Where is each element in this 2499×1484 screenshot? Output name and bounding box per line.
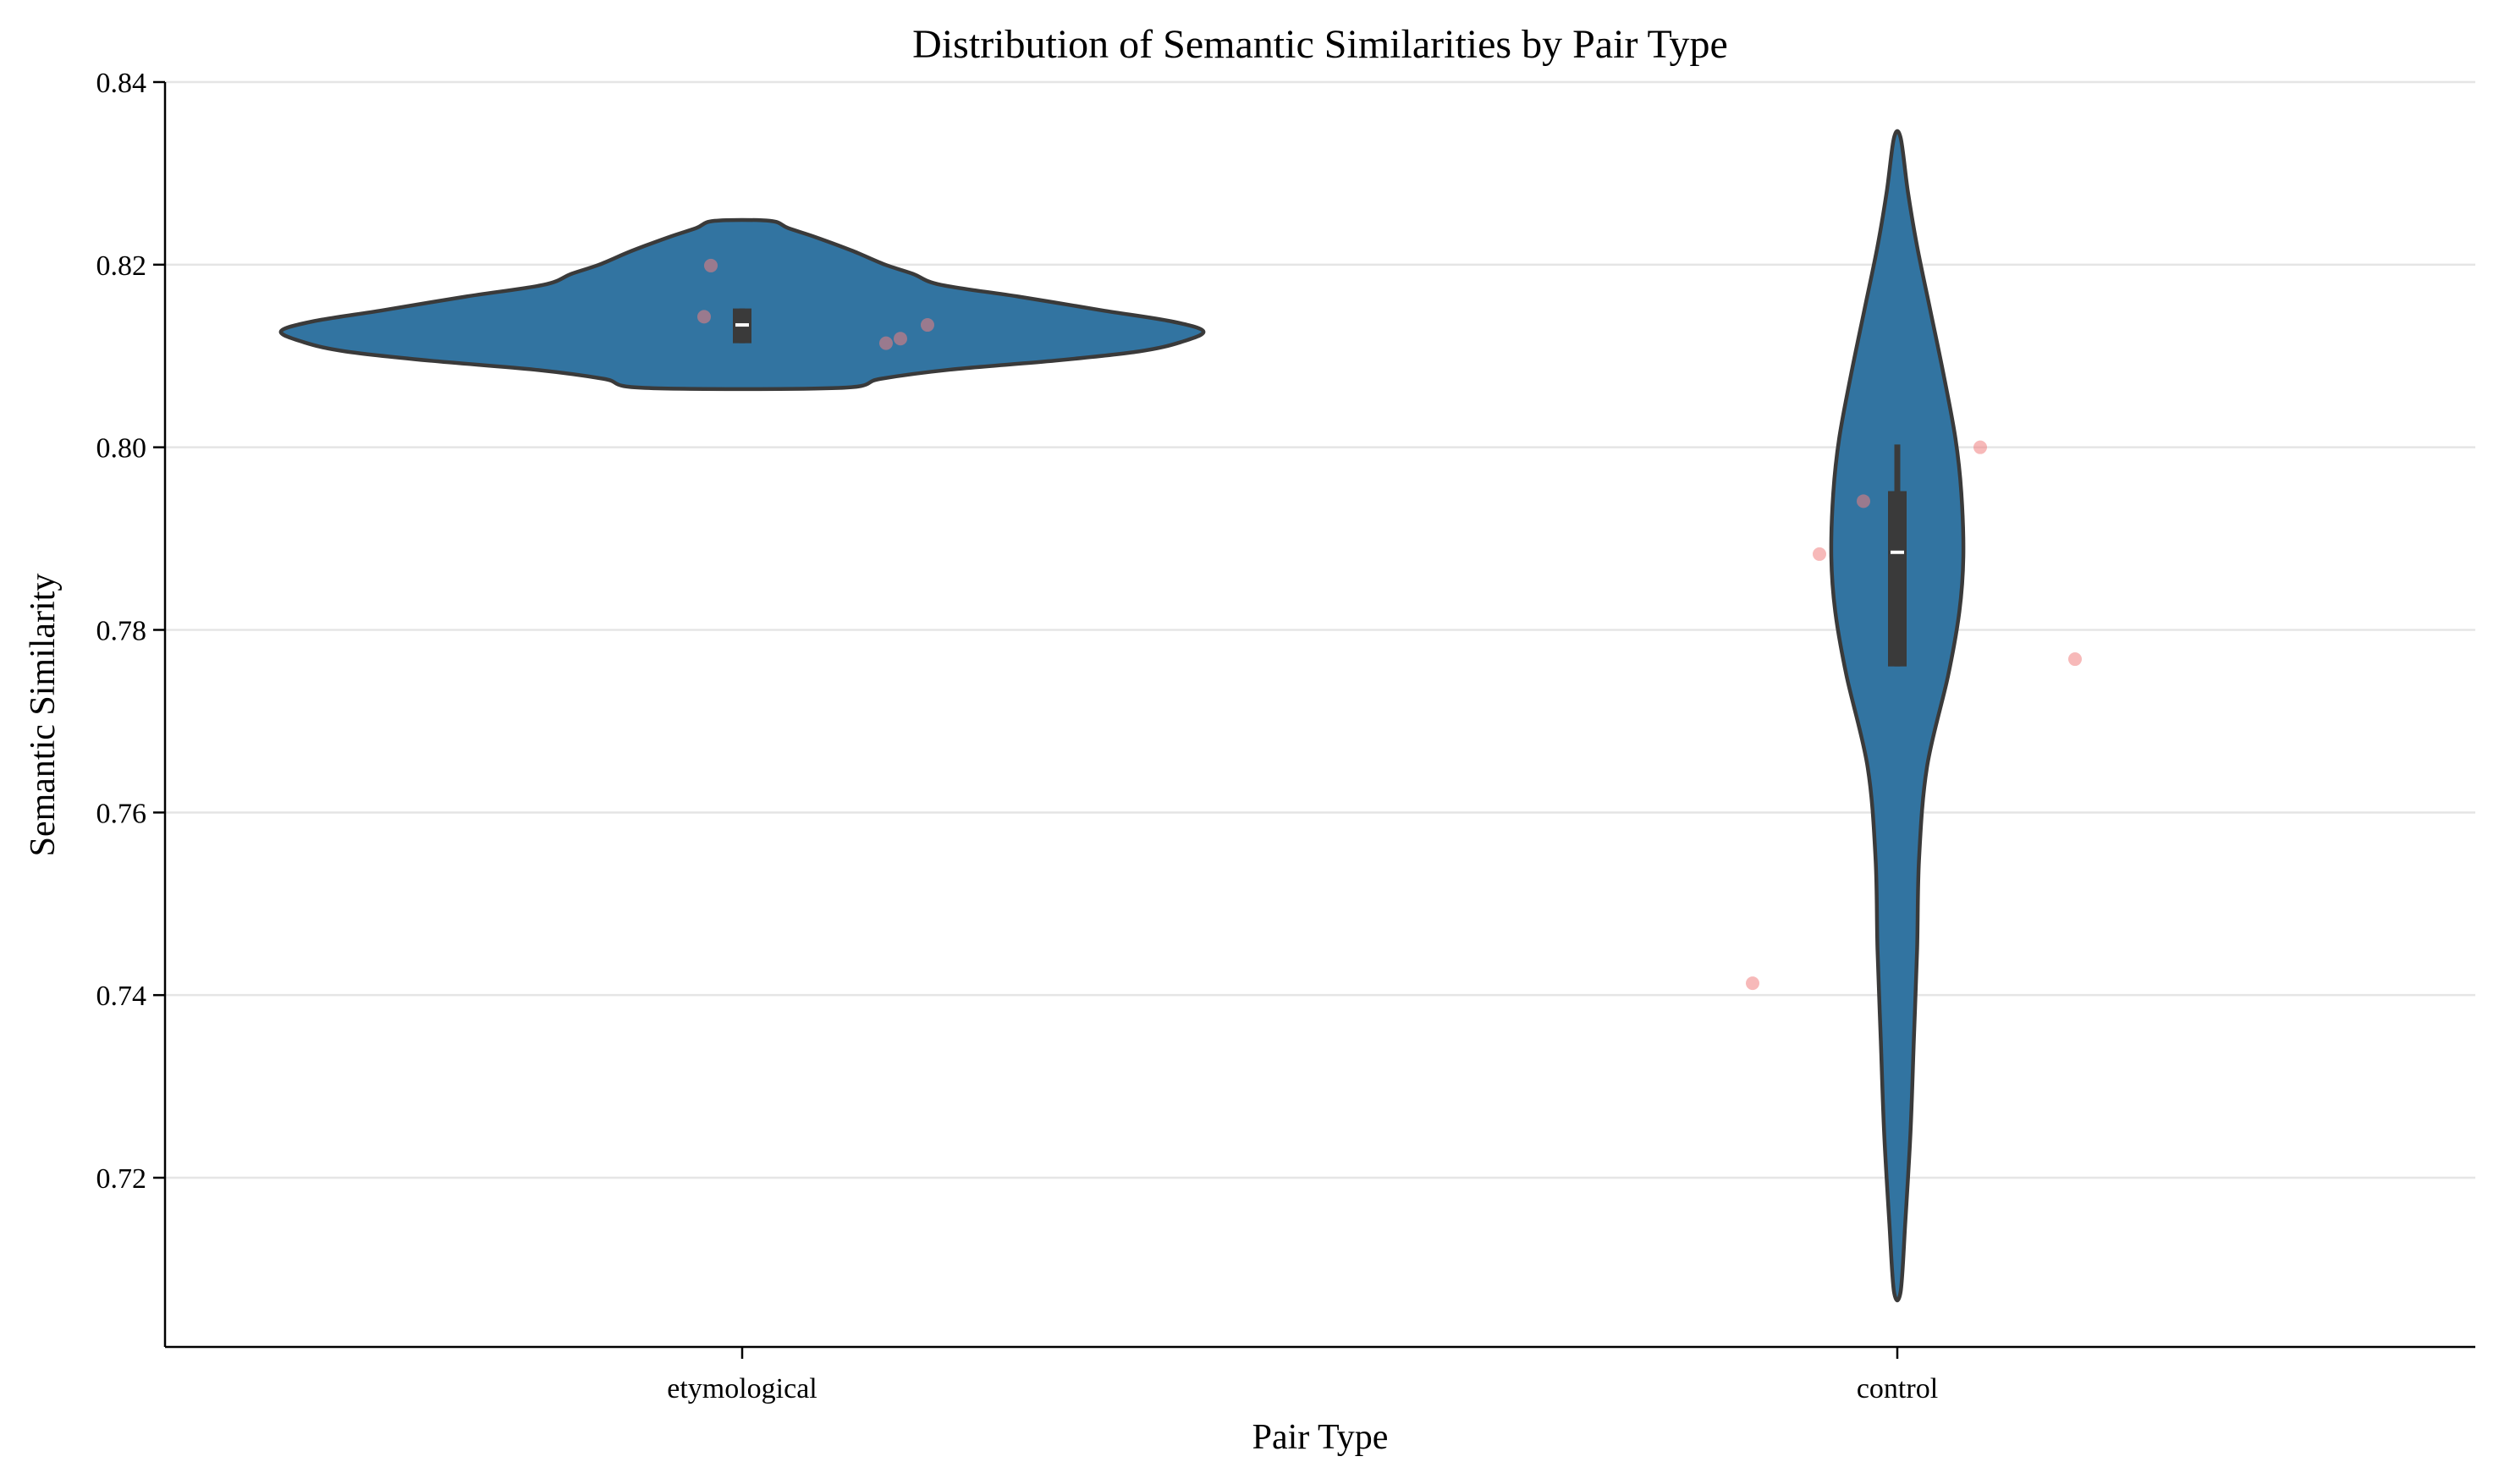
point-etymological-2 <box>879 336 893 350</box>
y-tick-label-0.76: 0.76 <box>96 798 147 829</box>
axes <box>163 82 2475 1349</box>
x-ticks: etymological control <box>667 1347 1938 1404</box>
y-tick-label-0.82: 0.82 <box>96 250 147 282</box>
violin-etymological <box>278 217 1206 392</box>
violin-control <box>1829 129 1966 1303</box>
iqr-box-control <box>1888 491 1907 667</box>
point-control-3 <box>2068 652 2082 667</box>
point-etymological-0 <box>704 258 718 272</box>
y-tick-label-0.80: 0.80 <box>96 433 147 464</box>
x-tick-label-control: control <box>1857 1373 1938 1404</box>
grid-lines <box>165 80 2475 1179</box>
point-etymological-3 <box>894 332 907 346</box>
point-etymological-1 <box>697 310 711 324</box>
point-etymological-4 <box>921 318 934 333</box>
x-axis-label: Pair Type <box>1252 1418 1389 1457</box>
y-tick-label-0.84: 0.84 <box>96 68 147 99</box>
chart-title: Distribution of Semantic Similarities by… <box>912 22 1728 67</box>
point-control-1 <box>1857 494 1870 508</box>
y-ticks: 0.72 0.74 0.76 0.78 0.80 0.82 0.84 <box>96 68 165 1195</box>
y-tick-label-0.72: 0.72 <box>96 1163 147 1195</box>
y-tick-label-0.74: 0.74 <box>96 981 147 1012</box>
x-tick-label-etymological: etymological <box>667 1373 817 1404</box>
point-control-0 <box>1813 547 1826 561</box>
y-axis-label: Semantic Similarity <box>24 574 63 857</box>
point-control-2 <box>1973 440 1987 454</box>
data-points <box>697 258 2082 991</box>
y-tick-label-0.78: 0.78 <box>96 616 147 647</box>
point-control-4 <box>1746 976 1759 991</box>
violins <box>278 129 1966 1303</box>
